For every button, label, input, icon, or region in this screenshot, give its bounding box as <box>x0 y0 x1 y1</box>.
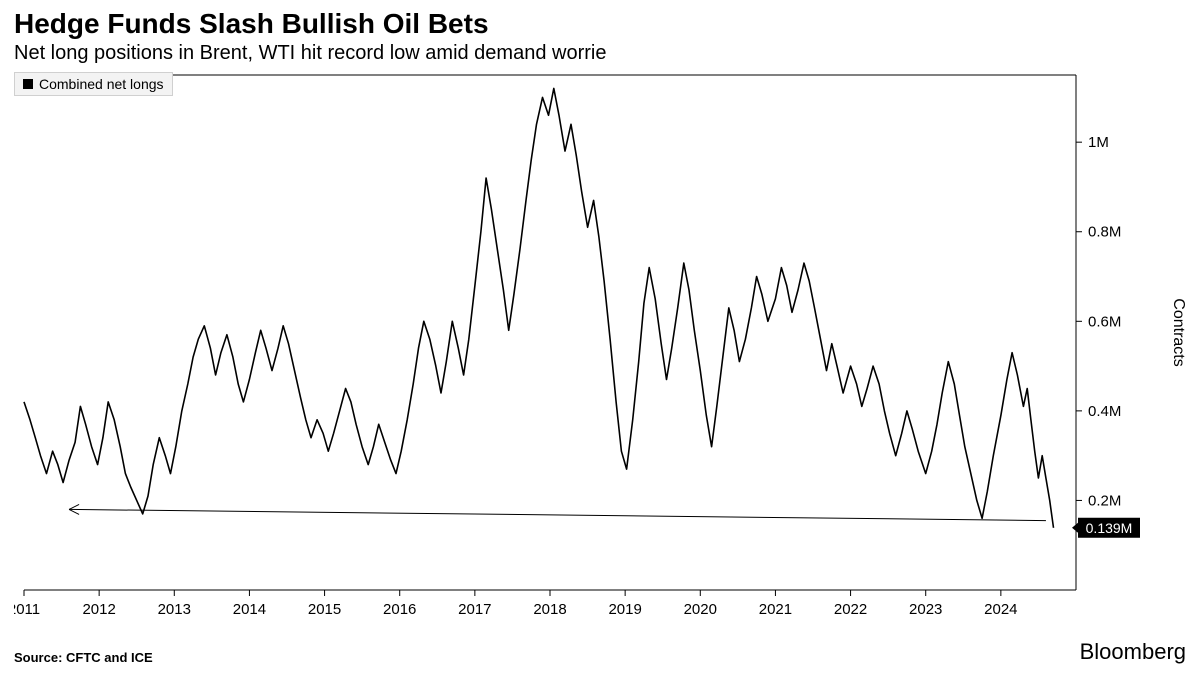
svg-text:2024: 2024 <box>984 601 1017 618</box>
svg-text:0.6M: 0.6M <box>1088 313 1121 330</box>
svg-text:0.8M: 0.8M <box>1088 224 1121 241</box>
svg-text:2013: 2013 <box>158 601 191 618</box>
svg-text:2017: 2017 <box>458 601 491 618</box>
svg-text:2016: 2016 <box>383 601 416 618</box>
legend-swatch <box>23 79 33 89</box>
svg-text:2021: 2021 <box>759 601 792 618</box>
svg-text:0.2M: 0.2M <box>1088 492 1121 509</box>
svg-text:2019: 2019 <box>608 601 641 618</box>
svg-text:2022: 2022 <box>834 601 867 618</box>
svg-text:2011: 2011 <box>14 601 40 618</box>
svg-text:2020: 2020 <box>684 601 717 618</box>
svg-text:0.139M: 0.139M <box>1086 520 1133 536</box>
brand-text: Bloomberg <box>1080 639 1186 665</box>
svg-text:2023: 2023 <box>909 601 942 618</box>
chart-title: Hedge Funds Slash Bullish Oil Bets <box>0 0 1200 42</box>
legend-label: Combined net longs <box>39 76 164 92</box>
svg-text:2012: 2012 <box>82 601 115 618</box>
svg-text:0.4M: 0.4M <box>1088 403 1121 420</box>
svg-text:2015: 2015 <box>308 601 341 618</box>
source-text: Source: CFTC and ICE <box>14 650 153 665</box>
svg-text:2018: 2018 <box>533 601 566 618</box>
chart-area: 0.2M 0.4M 0.6M 0.8M 1M Contracts 2011 2012 2013 2… <box>14 70 1186 635</box>
svg-text:Contracts: Contracts <box>1170 298 1186 366</box>
svg-text:2014: 2014 <box>233 601 266 618</box>
svg-text:1M: 1M <box>1088 134 1109 151</box>
chart-subtitle: Net long positions in Brent, WTI hit rec… <box>0 42 1200 71</box>
legend: Combined net longs <box>14 72 173 96</box>
